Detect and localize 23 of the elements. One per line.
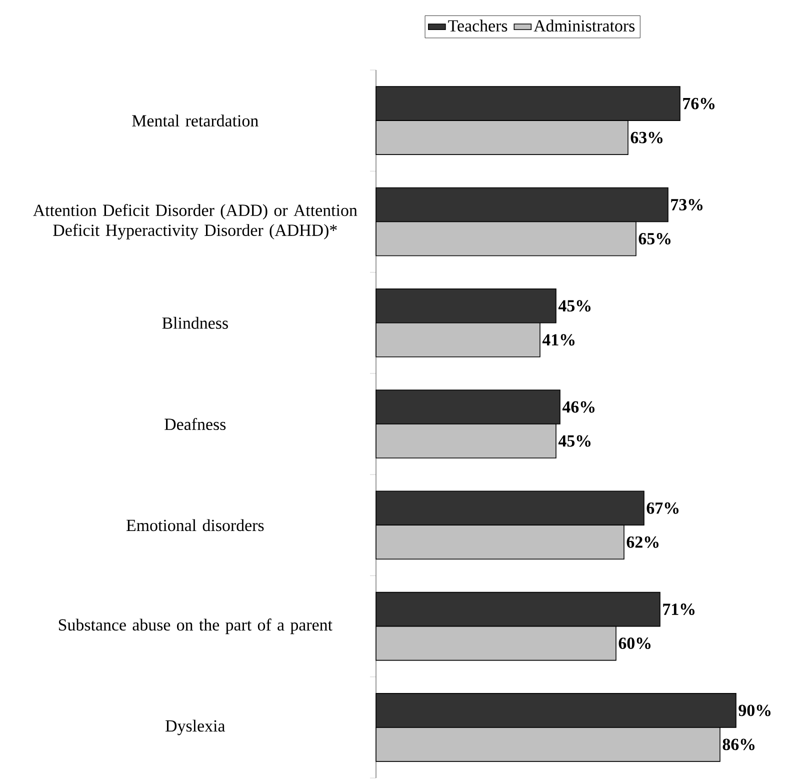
legend-label: Administrators bbox=[534, 20, 635, 32]
y-tick-label: Deafness bbox=[164, 418, 226, 430]
data-label: 45% bbox=[558, 435, 590, 447]
y-tick-label: Substance abuse on the part of a parent bbox=[58, 618, 332, 634]
y-tick-label: Attention Deficit Disorder (ADD) or Attention Deficit Hyperactivity Disorder (ADHD)* bbox=[33, 204, 358, 240]
data-label: 71% bbox=[663, 604, 694, 616]
y-tick-label: Emotional disorders bbox=[126, 519, 264, 532]
data-label: 63% bbox=[630, 132, 662, 144]
data-label: 65% bbox=[638, 232, 670, 244]
data-label: 41% bbox=[542, 334, 574, 346]
data-label: 73% bbox=[671, 198, 702, 210]
data-label: 60% bbox=[618, 638, 650, 650]
data-label: 67% bbox=[646, 502, 678, 514]
legend-label: Teachers bbox=[448, 20, 508, 32]
y-tick-label: Mental retardation bbox=[132, 114, 258, 127]
data-label: 76% bbox=[683, 98, 714, 110]
data-label: 86% bbox=[722, 738, 754, 750]
data-label: 46% bbox=[562, 401, 594, 413]
data-label: 90% bbox=[738, 704, 770, 716]
data-label: 62% bbox=[626, 536, 658, 548]
data-label: 45% bbox=[558, 300, 590, 312]
y-tick-label: Dyslexia bbox=[166, 720, 226, 736]
y-tick-label: Blindness bbox=[162, 316, 228, 329]
